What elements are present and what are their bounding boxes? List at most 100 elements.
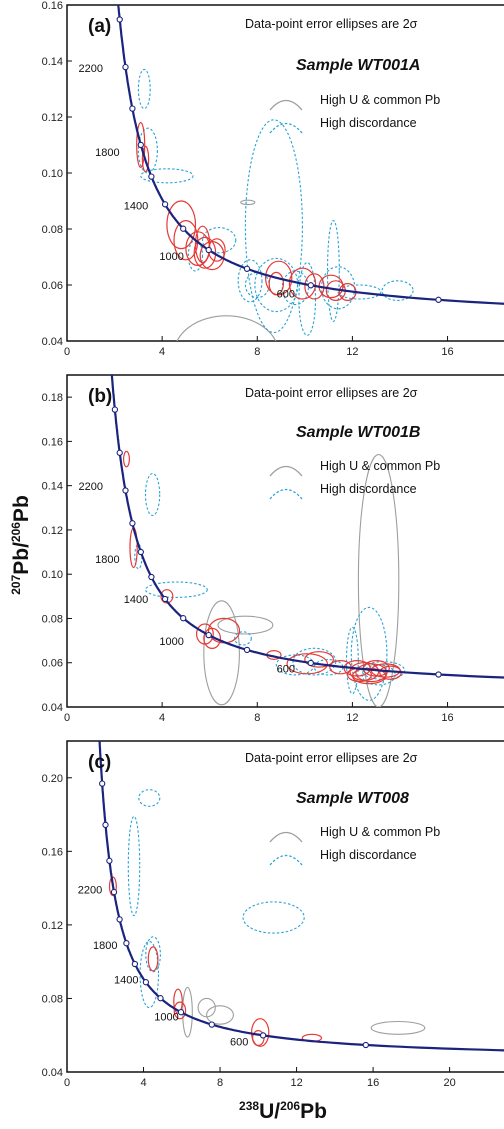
error-ellipse-discordant xyxy=(144,581,208,598)
error-ellipse-discordant xyxy=(145,936,161,973)
age-label: 2200 xyxy=(79,63,103,75)
age-marker xyxy=(131,960,139,968)
panel-c-frame xyxy=(66,740,504,1073)
legend-discordant-symbol xyxy=(269,854,303,866)
y-tick-label: 0.18 xyxy=(42,392,63,404)
x-tick-label: 4 xyxy=(159,712,165,724)
y-tick-label: 0.06 xyxy=(42,280,63,292)
error-ellipse-normal xyxy=(173,219,199,261)
error-ellipse-discordant xyxy=(234,631,252,646)
age-label: 1000 xyxy=(159,251,183,263)
error-ellipse-normal xyxy=(173,1001,187,1020)
panel-a-sample-name: Sample WT001A xyxy=(296,57,420,74)
error-ellipse-discordant xyxy=(137,127,158,174)
age-marker xyxy=(116,916,123,923)
age-marker xyxy=(122,63,129,71)
legend-discordant-text: High discordance xyxy=(320,848,417,862)
age-marker xyxy=(123,940,130,947)
error-ellipse-normal xyxy=(304,273,325,300)
y-tick-label: 0.04 xyxy=(42,336,63,348)
age-marker xyxy=(161,201,169,208)
legend-discordant-text: High discordance xyxy=(320,482,417,496)
y-tick-label: 0.04 xyxy=(42,702,63,714)
error-ellipse-high_u xyxy=(240,199,256,206)
error-ellipse-discordant xyxy=(139,940,160,1009)
error-ellipse-discordant xyxy=(350,606,388,701)
y-tick-label: 0.10 xyxy=(42,569,63,581)
age-marker xyxy=(161,595,169,603)
age-marker xyxy=(137,548,144,556)
age-marker xyxy=(180,225,187,232)
x-tick-label: 8 xyxy=(254,712,260,724)
age-label: 600 xyxy=(277,289,295,301)
error-ellipse-normal xyxy=(351,667,387,685)
y-tick-label: 0.16 xyxy=(42,436,63,448)
y-tick-label: 0.20 xyxy=(42,773,63,785)
error-ellipse-discordant xyxy=(202,227,237,254)
legend-high-u-symbol xyxy=(269,831,303,843)
y-tick-label: 0.08 xyxy=(42,224,63,236)
age-marker xyxy=(362,1041,369,1049)
age-label: 1800 xyxy=(95,147,119,159)
x-tick-label: 4 xyxy=(159,346,165,358)
age-label: 2200 xyxy=(79,481,103,493)
error-ellipse-normal xyxy=(193,236,217,269)
age-marker xyxy=(435,296,442,303)
error-ellipse-high_u xyxy=(217,615,274,635)
legend-discordant-symbol xyxy=(269,488,303,500)
age-label: 600 xyxy=(277,664,295,676)
age-marker xyxy=(99,780,106,787)
y-tick-label: 0.10 xyxy=(42,168,63,180)
error-ellipse-normal xyxy=(108,876,117,897)
legend-high-u-symbol xyxy=(269,465,303,477)
age-marker xyxy=(157,995,164,1002)
age-marker xyxy=(129,105,136,112)
age-marker xyxy=(105,300,110,305)
panel-a-legend: High U & common Pb High discordance xyxy=(269,93,440,134)
age-marker xyxy=(110,888,118,896)
age-marker xyxy=(307,659,314,667)
age-label: 1400 xyxy=(124,594,148,606)
age-label: 600 xyxy=(230,1036,248,1048)
y-tick-label: 0.08 xyxy=(42,614,63,626)
age-label: 1000 xyxy=(159,636,183,648)
age-marker xyxy=(116,449,123,456)
error-ellipse-high_u xyxy=(370,1020,426,1035)
error-ellipse-discordant xyxy=(281,270,309,306)
age-label: 1400 xyxy=(124,200,148,212)
age-marker xyxy=(243,265,251,272)
error-ellipse-normal xyxy=(136,121,146,168)
panel-c-note: Data-point error ellipses are 2σ xyxy=(245,751,418,765)
age-marker xyxy=(111,406,119,413)
error-ellipse-discordant xyxy=(337,284,382,300)
panel-b-sample-name: Sample WT001B xyxy=(296,424,420,441)
panel-a-label: (a) xyxy=(88,16,111,37)
panel-b-legend: High U & common Pb High discordance xyxy=(269,459,440,500)
x-tick-label: 16 xyxy=(441,712,453,724)
age-marker xyxy=(116,16,123,23)
legend-discordant-text: High discordance xyxy=(320,116,417,130)
error-ellipse-high_u xyxy=(176,315,277,341)
panel-a-axes: 0 4 8 12 16 0.04 0.06 0.08 0.10 0.12 0.14 0.16 xyxy=(42,0,454,358)
error-ellipse-discordant xyxy=(140,168,194,184)
x-tick-label: 20 xyxy=(443,1077,455,1089)
panel-c-plot-area: 2200 1800 1400 1000 600 xyxy=(78,741,504,1052)
panel-a-plot-area: 2200 1800 1400 1000 600 xyxy=(79,5,504,341)
error-ellipse-discordant xyxy=(144,472,161,517)
age-label: 1400 xyxy=(114,975,138,987)
error-ellipse-discordant xyxy=(127,815,141,917)
x-tick-label: 12 xyxy=(346,346,358,358)
legend-high-u-text: High U & common Pb xyxy=(320,459,440,473)
panel-b-frame xyxy=(66,374,504,708)
x-tick-label: 16 xyxy=(441,346,453,358)
error-ellipse-discordant xyxy=(326,220,340,322)
error-ellipse-normal xyxy=(203,627,222,650)
error-ellipse-normal xyxy=(286,653,329,675)
panel-b-plot-area: 2200 1800 1400 1000 600 xyxy=(79,300,504,707)
error-ellipse-discordant xyxy=(254,257,299,313)
panel-b-note: Data-point error ellipses are 2σ xyxy=(245,386,418,400)
age-marker xyxy=(205,246,212,254)
x-tick-label: 0 xyxy=(64,1077,70,1089)
